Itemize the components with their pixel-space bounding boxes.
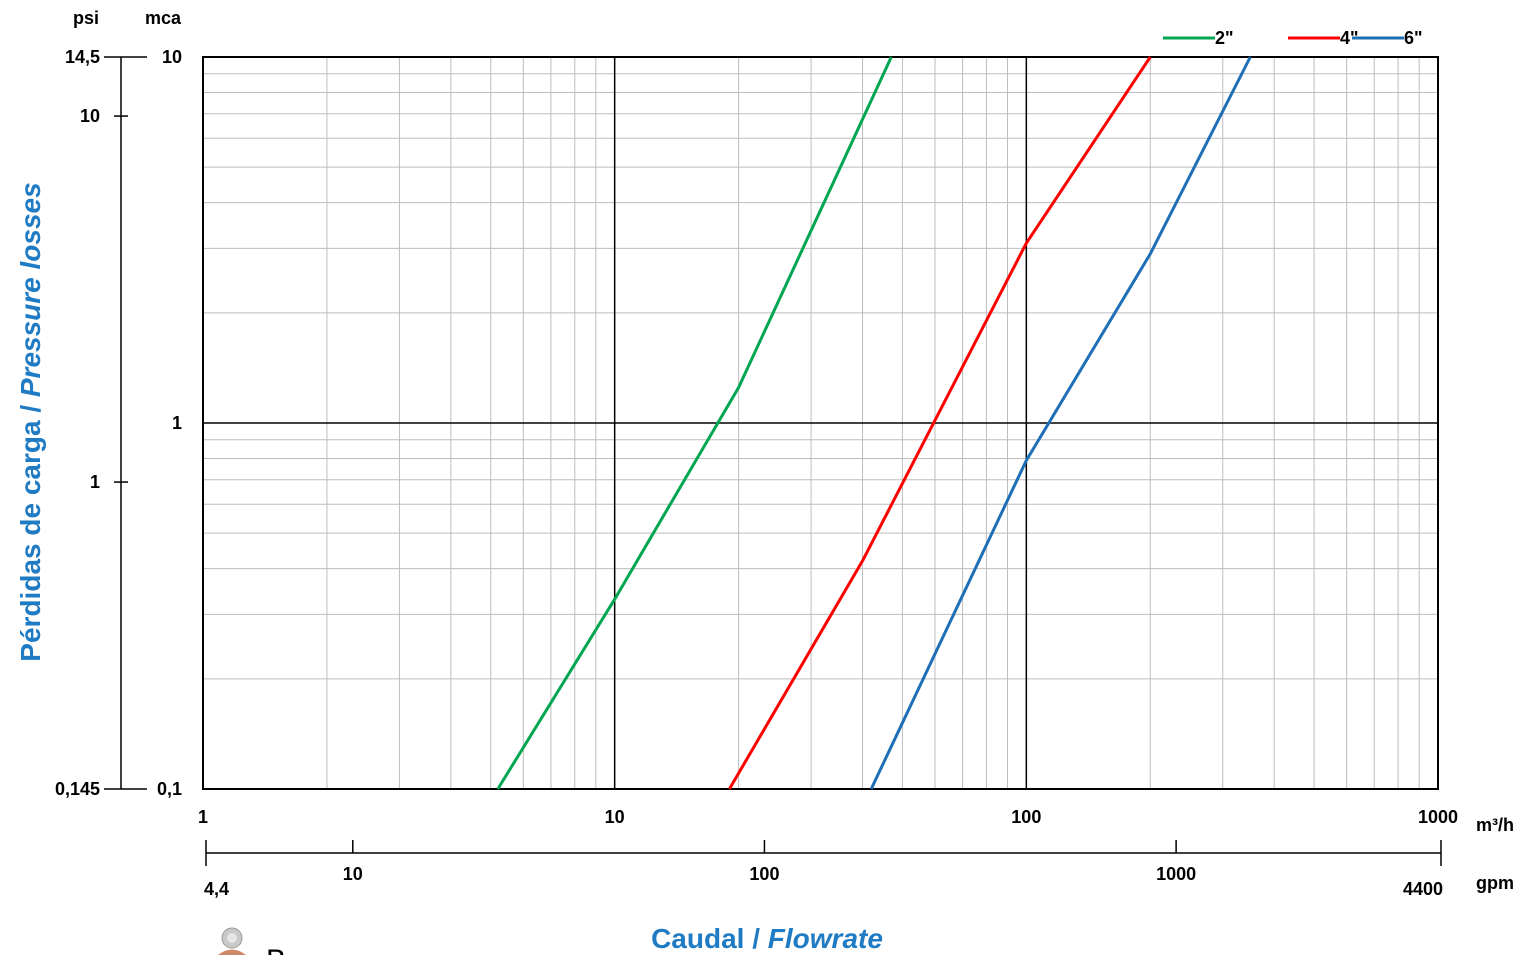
- x-tick-labels: 1 10 100 1000: [198, 807, 1458, 827]
- gpm-tick-label: 1000: [1156, 864, 1196, 884]
- series-line-3: [869, 56, 1252, 790]
- major-grid: [203, 57, 1438, 789]
- legend-label-2: 4": [1340, 28, 1359, 48]
- y-tick-label: 10: [162, 47, 182, 67]
- x-tick-label: 1: [198, 807, 208, 827]
- y-tick-label: 1: [172, 413, 182, 433]
- legend-label-1: 2": [1215, 28, 1234, 48]
- psi-axis: 0,145 1 10 14,5: [55, 47, 147, 799]
- y-unit-label: mca: [145, 8, 182, 28]
- x-axis-title: Caudal / Flowrate: [651, 923, 883, 954]
- x-tick-label: 10: [605, 807, 625, 827]
- psi-unit-label: psi: [73, 8, 99, 28]
- legend-label-3: 6": [1404, 28, 1423, 48]
- series-line-2: [728, 56, 1152, 790]
- gpm-tick-label: 4400: [1403, 879, 1443, 899]
- watermark-logo: [218, 927, 246, 955]
- x-tick-label: 1000: [1418, 807, 1458, 827]
- y-tick-labels: 0,1 1 10: [157, 47, 182, 799]
- legend: 2" 4" 6": [1163, 28, 1423, 48]
- psi-tick-label: 10: [80, 106, 100, 126]
- gpm-unit-label: gpm: [1476, 873, 1514, 893]
- y-tick-label: 0,1: [157, 779, 182, 799]
- psi-tick-label: 1: [90, 472, 100, 492]
- series-layer: [496, 56, 1252, 790]
- gpm-axis: 4,4 10 100 1000 4400: [204, 840, 1443, 899]
- gpm-tick-label: 4,4: [204, 879, 229, 899]
- watermark-letter: B: [266, 944, 286, 955]
- plot-frame: [202, 56, 1439, 790]
- x-unit-label: m³/h: [1476, 815, 1514, 835]
- series-line-1: [496, 56, 893, 790]
- gpm-tick-label: 100: [749, 864, 779, 884]
- gpm-tick-label: 10: [343, 864, 363, 884]
- x-tick-label: 100: [1011, 807, 1041, 827]
- psi-tick-label: 0,145: [55, 779, 100, 799]
- psi-tick-label: 14,5: [65, 47, 100, 67]
- y-axis-title: Pérdidas de carga / Pressure losses: [15, 182, 46, 661]
